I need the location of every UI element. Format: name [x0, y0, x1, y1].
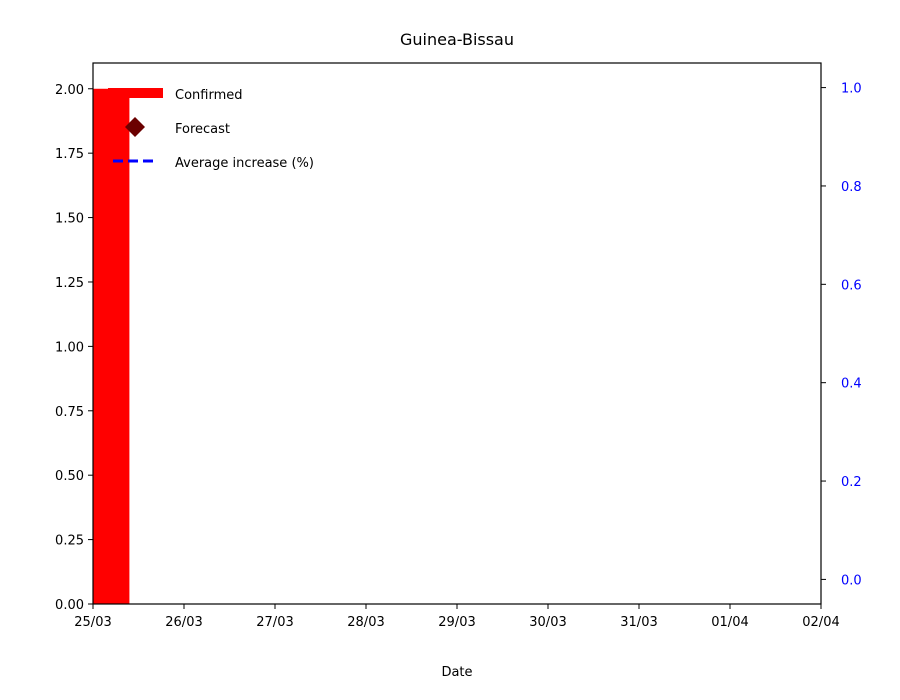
x-tick-label: 27/03: [256, 615, 293, 630]
y-right-tick-label: 0.6: [841, 278, 862, 293]
x-axis: 25/03 26/03 27/03 28/03 29/03 30/03 31/03 01/04…: [74, 604, 840, 630]
y-right-tick-label: 1.0: [841, 82, 862, 97]
chart-title: Guinea-Bissau: [400, 30, 514, 49]
x-tick-label: 30/03: [529, 615, 566, 630]
legend-label: Average increase (%): [175, 156, 314, 171]
x-tick-label: 25/03: [74, 615, 111, 630]
y-tick-label: 0.75: [55, 405, 84, 420]
plot-frame: [92, 62, 822, 605]
x-tick-label: 26/03: [165, 615, 202, 630]
x-tick-label: 29/03: [438, 615, 475, 630]
x-tick-label: 28/03: [347, 615, 384, 630]
legend-label: Confirmed: [175, 88, 243, 103]
legend-swatch-diamond: [125, 117, 145, 137]
y-tick-label: 0.00: [55, 598, 84, 613]
chart-legend: Confirmed Forecast Average increase (%): [108, 88, 314, 171]
legend-item-line: Average increase (%): [113, 156, 314, 171]
bar-confirmed-25-03: [93, 88, 130, 604]
legend-item-scatter: Forecast: [125, 117, 230, 137]
y-tick-label: 1.75: [55, 147, 84, 162]
legend-label: Forecast: [175, 122, 230, 137]
y-right-tick-label: 0.0: [841, 573, 862, 588]
legend-item-bar: Confirmed: [108, 88, 243, 103]
y-axis-right: 0.0 0.2 0.4 0.6 0.8 1.0: [821, 82, 862, 588]
y-tick-label: 1.00: [55, 340, 84, 355]
y-right-tick-label: 0.4: [841, 377, 862, 392]
y-tick-label: 1.50: [55, 212, 84, 227]
x-tick-label: 31/03: [620, 615, 657, 630]
y-right-tick-label: 0.2: [841, 475, 862, 490]
y-tick-label: 0.50: [55, 469, 84, 484]
y-tick-label: 1.25: [55, 276, 84, 291]
x-tick-label: 01/04: [711, 615, 748, 630]
x-tick-label: 02/04: [802, 615, 839, 630]
y-right-tick-label: 0.8: [841, 180, 862, 195]
y-tick-label: 0.25: [55, 534, 84, 549]
x-axis-title: Date: [441, 665, 472, 680]
bars-layer: [93, 88, 130, 604]
y-tick-label: 2.00: [55, 83, 84, 98]
y-axis-left: 0.00 0.25 0.50 0.75 1.00 1.25 1.50 1.75 2.00: [55, 83, 93, 613]
